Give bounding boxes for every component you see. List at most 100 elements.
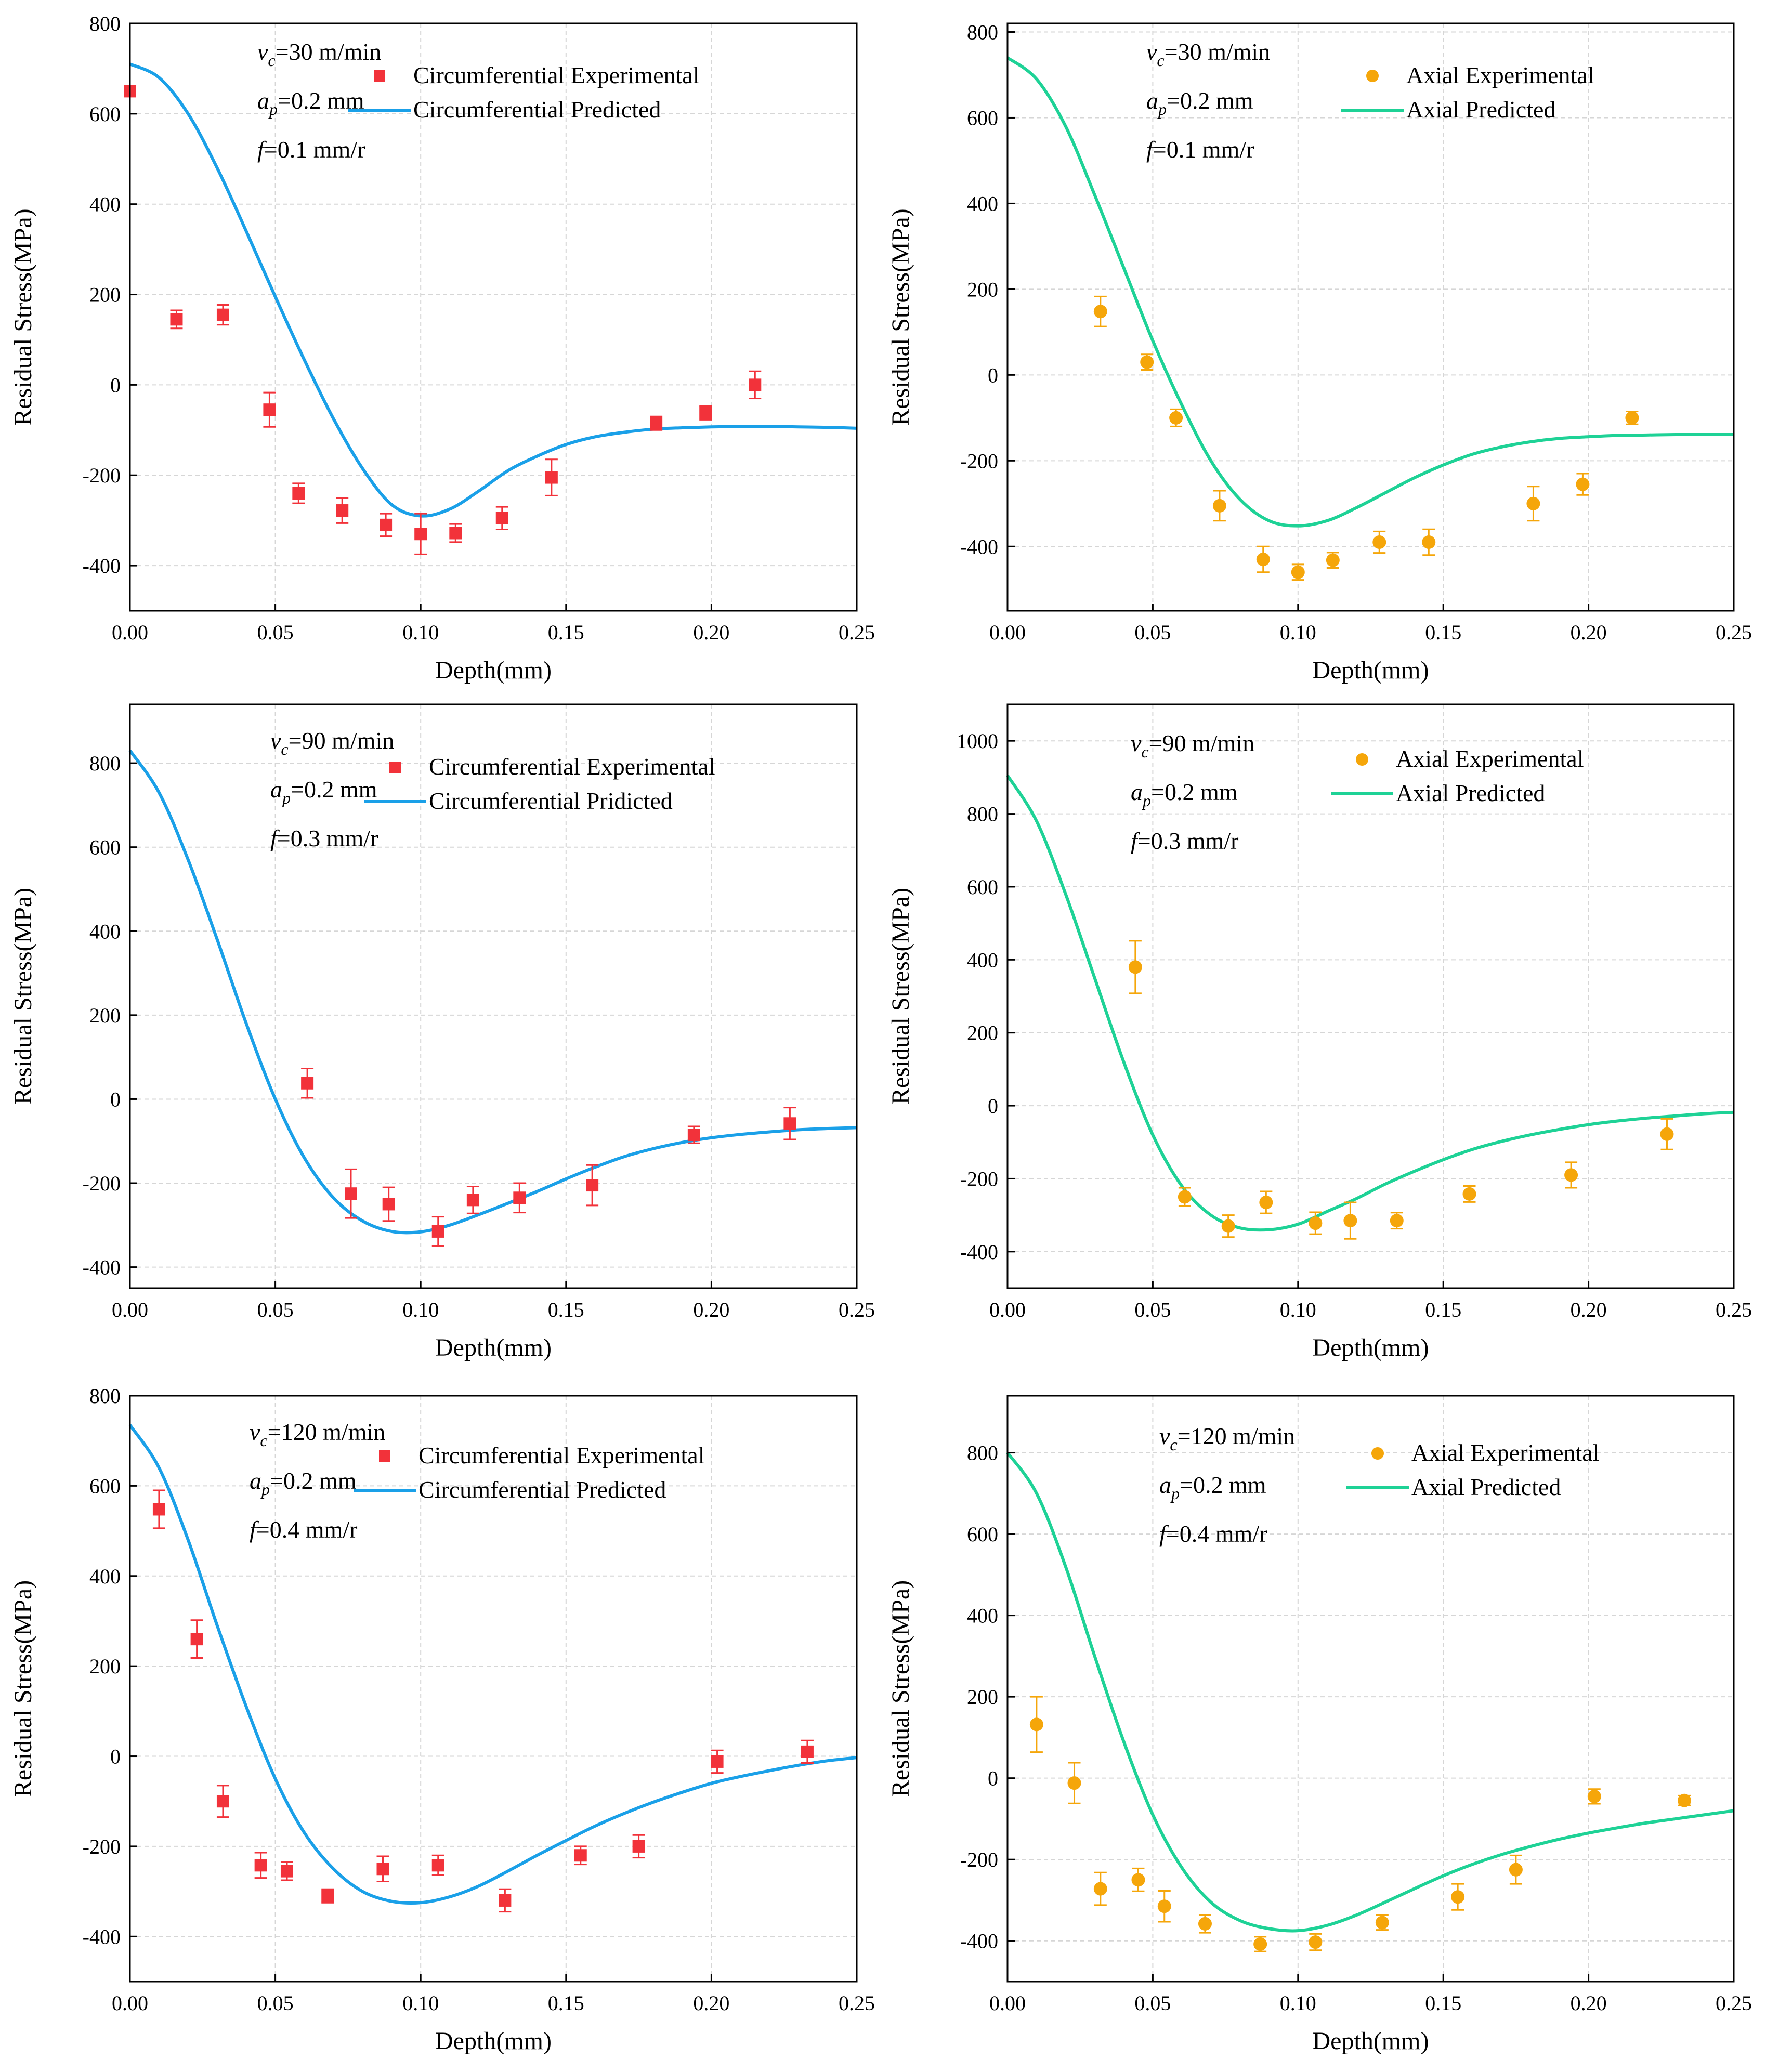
experimental-point-10 (632, 1834, 645, 1859)
y-tick-label: -400 (83, 1925, 121, 1948)
y-tick-label: 1000 (957, 729, 998, 753)
params-annotation: vc=30 m/min ap=0.2 mm f=0.1 mm/r (1146, 38, 1270, 163)
plot-frame (1006, 703, 1735, 1289)
experimental-point-2 (1093, 1871, 1107, 1906)
experimental-point-9 (495, 506, 508, 531)
y-tick-label: 200 (967, 1685, 998, 1709)
grid (1007, 1396, 1734, 1982)
x-tick-label: 0.05 (1134, 621, 1171, 644)
x-tick-label: 0.00 (112, 621, 148, 644)
x-tick-label: 0.20 (1571, 1991, 1607, 2015)
y-tick-label: -200 (83, 464, 121, 487)
y-tick-label: 400 (967, 948, 998, 972)
x-tick-label: 0.20 (1571, 1298, 1607, 1321)
chart-panel-bottom-right: 0.00 0.05 0.10 0.15 0.20 0.25 -400 -200 0 200 400 6… (887, 1395, 1752, 2055)
circle-marker (1128, 960, 1142, 974)
plot-frame (1006, 22, 1735, 612)
experimental-point-7 (687, 1125, 700, 1144)
x-tick-label: 0.00 (112, 1991, 148, 2015)
circle-marker (1253, 1937, 1267, 1951)
x-tick-label: 0.20 (693, 621, 729, 644)
param-ap: ap=0.2 mm (1146, 87, 1253, 119)
legend: Circumferential Experimental Circumferent… (354, 1442, 705, 1503)
legend-label-experimental: Circumferential Experimental (418, 1442, 705, 1468)
experimental-point-6 (1326, 552, 1340, 569)
circle-marker (1390, 1214, 1404, 1228)
param-vc: vc=120 m/min (250, 1419, 385, 1450)
circle-marker (1509, 1863, 1523, 1877)
x-tick-label: 0.25 (1716, 1991, 1752, 2015)
experimental-point-9 (1660, 1118, 1674, 1150)
square-marker (711, 1755, 724, 1768)
x-tick-label: 0.00 (112, 1298, 148, 1321)
square-marker (783, 1117, 796, 1130)
experimental-point-5 (1198, 1914, 1212, 1934)
experimental-point-7 (1462, 1185, 1476, 1203)
experimental-point-1 (1140, 353, 1154, 371)
param-ap: ap=0.2 mm (257, 87, 364, 119)
circle-marker (1221, 1219, 1235, 1233)
square-marker (801, 1745, 814, 1758)
square-marker (586, 1179, 599, 1192)
experimental-point-12 (801, 1739, 814, 1764)
y-tick-label: 0 (988, 1094, 998, 1118)
experimental-point-8 (1422, 528, 1436, 556)
y-tick-label: 200 (967, 1021, 998, 1045)
circle-marker (1157, 1899, 1171, 1913)
experimental-point-5 (513, 1182, 526, 1214)
param-f: f=0.1 mm/r (257, 136, 365, 163)
circle-marker (1587, 1789, 1601, 1803)
square-marker (545, 471, 558, 484)
experimental-point-3 (1259, 1190, 1273, 1214)
legend-marker-experimental (1371, 1447, 1384, 1460)
experimental-point-7 (414, 513, 427, 555)
experimental-point-3 (263, 391, 276, 428)
experimental-point-9 (1451, 1883, 1465, 1911)
square-marker (632, 1840, 645, 1853)
square-marker (170, 313, 183, 326)
predicted-series-line (128, 750, 857, 1235)
params-annotation: vc=90 m/min ap=0.2 mm f=0.3 mm/r (1131, 730, 1254, 854)
circle-marker (1029, 1717, 1043, 1732)
experimental-point-0 (1029, 1696, 1043, 1753)
legend-marker-experimental (1366, 70, 1379, 82)
y-tick-label: -200 (960, 449, 998, 473)
x-tick-label: 0.00 (989, 621, 1026, 644)
circle-marker (1169, 411, 1183, 425)
y-tick-label: -200 (83, 1835, 121, 1858)
experimental-point-2 (1169, 408, 1183, 427)
experimental-point-6 (1390, 1212, 1404, 1230)
chart-panel-top-right: 0.00 0.05 0.10 0.15 0.20 0.25 -400 -200 0 200 400 6… (887, 20, 1752, 684)
x-tick-label: 0.00 (989, 1991, 1026, 2015)
plot-frame (129, 1395, 858, 1983)
plot-frame (1006, 1395, 1735, 1983)
y-tick-label: 400 (967, 1604, 998, 1628)
plot-frame (129, 703, 858, 1289)
legend-label-predicted: Circumferential Predicted (418, 1476, 666, 1503)
legend-label-predicted: Axial Predicted (1406, 96, 1555, 123)
x-tick-label: 0.10 (402, 1991, 439, 2015)
experimental-point-13 (749, 370, 762, 399)
y-tick-label: 800 (89, 1384, 121, 1408)
y-tick-label: 600 (967, 106, 998, 129)
square-marker (382, 1198, 395, 1211)
square-marker (321, 1890, 334, 1903)
y-axis-title: Residual Stress(MPa) (9, 208, 37, 425)
experimental-point-4 (1256, 545, 1270, 573)
legend-label-predicted: Axial Predicted (1396, 780, 1545, 806)
x-tick-label: 0.10 (1280, 621, 1316, 644)
circle-marker (1451, 1890, 1465, 1904)
legend-label-predicted: Axial Predicted (1411, 1474, 1561, 1500)
experimental-point-6 (586, 1164, 599, 1207)
grid (1007, 704, 1734, 1288)
circle-marker (1422, 535, 1436, 549)
legend: Axial Experimental Axial Predicted (1331, 745, 1584, 806)
circle-marker (1067, 1776, 1081, 1790)
circle-marker (1212, 499, 1226, 513)
square-marker (263, 403, 276, 416)
experimental-point-3 (1131, 1867, 1145, 1892)
experimental-point-0 (1128, 940, 1142, 994)
experimental-point-11 (1625, 410, 1639, 425)
experimental-point-9 (1526, 486, 1540, 522)
x-tick-label: 0.25 (839, 1298, 875, 1321)
